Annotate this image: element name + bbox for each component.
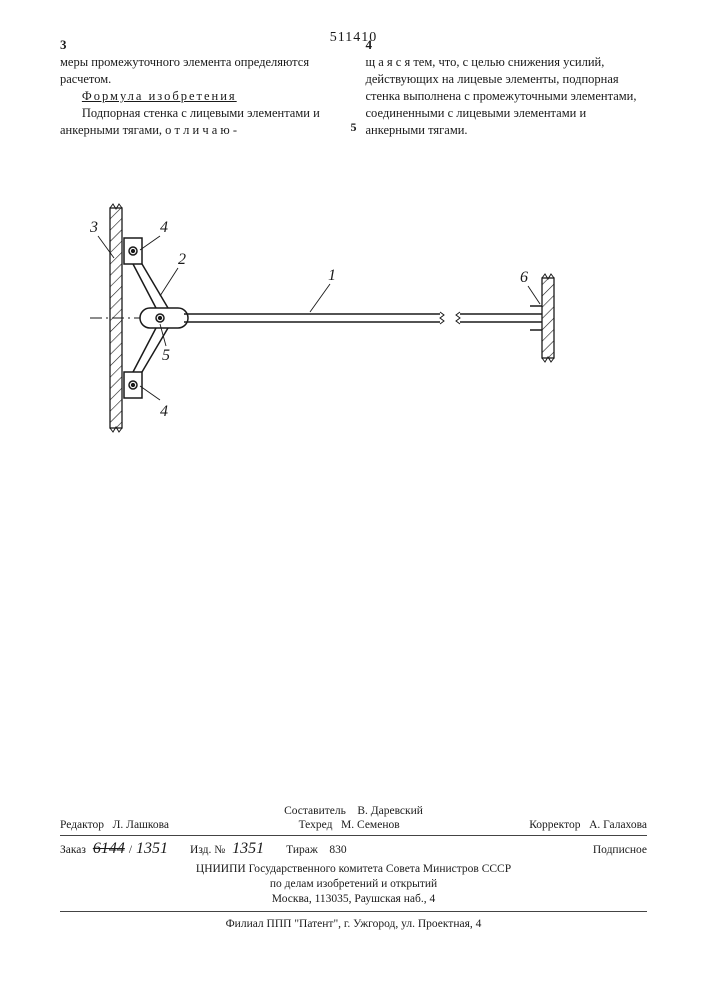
line-marker-5: 5	[351, 120, 357, 135]
publication-row: Заказ 6144/1351 Изд. № 1351 Тираж 830 По…	[60, 840, 647, 858]
column-marker-3: 3	[60, 36, 67, 54]
figure: 3 4 2 1 5 4 6	[60, 178, 647, 478]
corrector-name: А. Галахова	[589, 819, 647, 831]
editor-label: Редактор	[60, 819, 104, 831]
footer-rule-2	[60, 911, 647, 912]
order-hand: 1351	[132, 840, 172, 857]
issue-hand: 1351	[228, 840, 268, 857]
right-anchor	[530, 274, 554, 362]
label-1: 1	[328, 267, 336, 284]
tech-name: М. Семенов	[341, 819, 400, 831]
label-4-bottom: 4	[160, 403, 168, 420]
patent-number: 511410	[60, 30, 647, 46]
branch-line: Филиал ППП "Патент", г. Ужгород, ул. Про…	[60, 918, 647, 930]
label-4-top: 4	[160, 219, 168, 236]
left-text-2: Подпорная стенка с лицевыми элементами и…	[60, 106, 320, 137]
label-3: 3	[89, 219, 98, 236]
composer-label: Составитель	[284, 805, 346, 817]
org-block: ЦНИИПИ Государственного комитета Совета …	[60, 862, 647, 907]
credits-row: Редактор Л. Лашкова Техред М. Семенов Ко…	[60, 819, 647, 831]
figure-svg: 3 4 2 1 5 4 6	[60, 178, 640, 478]
order-hand-strike: 6144	[89, 840, 129, 857]
footer: Составитель В. Даревский Редактор Л. Лаш…	[60, 805, 647, 930]
tie-rod	[184, 312, 530, 324]
label-2: 2	[178, 251, 186, 268]
label-6: 6	[520, 269, 528, 286]
tech-label: Техред	[299, 819, 333, 831]
composer-name: В. Даревский	[357, 805, 423, 817]
org-line-2: по делам изобретений и открытий	[60, 877, 647, 892]
left-text-1: меры промежуточного элемента определяютс…	[60, 55, 309, 86]
issue-label: Изд. №	[190, 844, 225, 856]
tirazh-value: 830	[329, 844, 346, 856]
corrector-label: Корректор	[529, 819, 580, 831]
editor-name: Л. Лашкова	[113, 819, 169, 831]
tirazh-label: Тираж	[286, 844, 318, 856]
label-5: 5	[162, 347, 170, 364]
left-column: 3 меры промежуточного элемента определяю…	[60, 54, 342, 138]
composer-row: Составитель В. Даревский	[60, 805, 647, 817]
formula-label: Формула изобретения	[82, 89, 237, 103]
org-address: Москва, 113035, Раушская наб., 4	[60, 892, 647, 907]
right-column: 4 щ а я с я тем, что, с целью снижения у…	[366, 54, 648, 138]
footer-rule-1	[60, 835, 647, 836]
subscription: Подписное	[593, 844, 647, 856]
right-text: щ а я с я тем, что, с целью снижения уси…	[366, 55, 637, 137]
order-label: Заказ	[60, 844, 86, 856]
org-line-1: ЦНИИПИ Государственного комитета Совета …	[60, 862, 647, 877]
column-marker-4: 4	[366, 36, 373, 54]
page: 511410 3 меры промежуточного элемента оп…	[0, 0, 707, 1000]
